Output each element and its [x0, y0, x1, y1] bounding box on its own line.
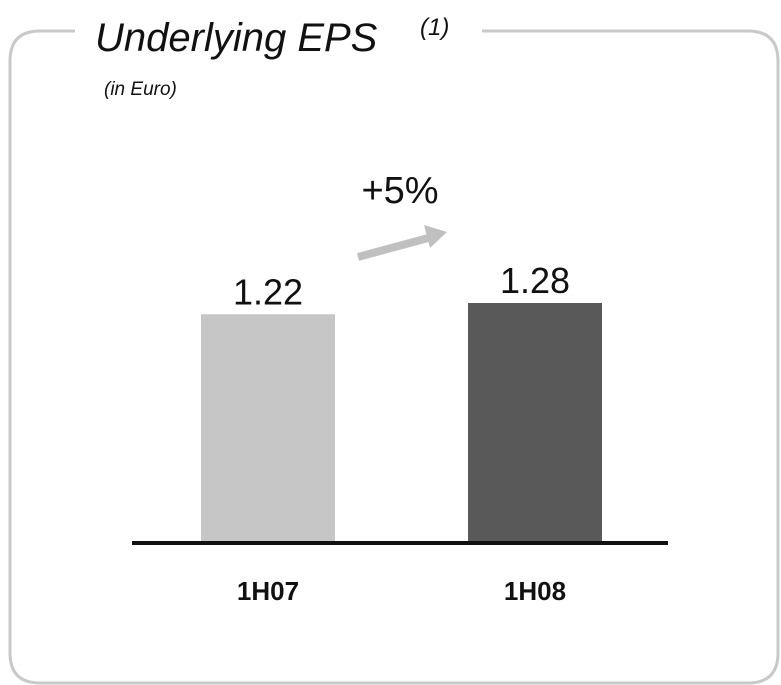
arrow-head — [424, 225, 447, 248]
arrow-shaft — [356, 233, 434, 261]
x-tick-label: 1H07 — [237, 576, 299, 606]
growth-arrow — [356, 225, 447, 261]
value-label: 1.28 — [500, 260, 570, 301]
bar — [201, 314, 335, 543]
value-label: 1.22 — [233, 271, 303, 312]
frame — [8, 29, 780, 685]
annotation: +5% — [361, 170, 438, 212]
subtitle: (in Euro) — [104, 79, 177, 100]
x-tick-label: 1H08 — [504, 576, 566, 606]
bar — [468, 303, 602, 543]
title-note: (1) — [420, 14, 449, 41]
chart-title: Underlying EPS — [95, 16, 378, 60]
